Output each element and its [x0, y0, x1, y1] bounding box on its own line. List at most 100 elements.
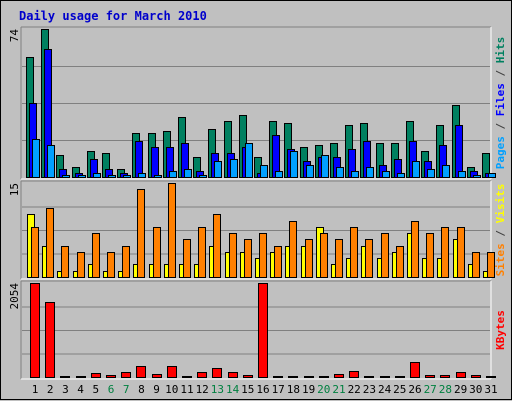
kbytes-bar [76, 376, 86, 378]
kbytes-bar [45, 302, 55, 378]
pages-bar [351, 171, 359, 178]
x-tick-label: 26 [408, 383, 421, 396]
kbytes-bar [471, 375, 481, 378]
pages-bar [488, 173, 496, 178]
sites-bar [289, 221, 297, 278]
x-tick-label: 21 [332, 383, 345, 396]
x-tick-label: 2 [47, 383, 54, 396]
x-tick-label: 14 [226, 383, 240, 396]
x-tick-label: 16 [256, 383, 269, 396]
kbytes-bar [456, 372, 466, 378]
pages-bar [32, 139, 40, 178]
pages-bar [397, 173, 405, 178]
sites-bar [183, 239, 191, 278]
kbytes-bar [334, 374, 344, 378]
sites-bar [244, 239, 252, 278]
y-axis-label-part: KBytes [494, 310, 507, 350]
x-tick-label: 18 [287, 383, 300, 396]
x-tick-label: 20 [317, 383, 330, 396]
sites-bar [46, 208, 54, 278]
x-tick-label: 29 [454, 383, 467, 396]
sites-bar [61, 246, 69, 278]
y-axis-label-part: Files [494, 83, 507, 116]
files-bar [455, 125, 463, 178]
x-tick-label: 4 [77, 383, 84, 396]
sites-bar [365, 239, 373, 278]
x-tick-label: 13 [211, 383, 224, 396]
y-axis-label-part: / [494, 63, 507, 83]
pages-bar [154, 175, 162, 178]
kbytes-bar [364, 376, 374, 378]
pages-bar [138, 173, 146, 178]
x-tick-label: 23 [363, 383, 376, 396]
pages-bar [47, 145, 55, 178]
x-tick-label: 19 [302, 383, 315, 396]
sites-bar [487, 252, 495, 278]
sites-bar [381, 233, 389, 278]
x-tick-label: 15 [241, 383, 254, 396]
sites-bar [92, 233, 100, 278]
kbytes-bar [91, 373, 101, 378]
y-axis-max-label: 74 [8, 29, 21, 43]
sites-bar [31, 227, 39, 278]
sites-bar [168, 183, 176, 278]
sites-bar [441, 227, 449, 278]
kbytes-bar [410, 362, 420, 378]
x-tick-label: 7 [123, 383, 130, 396]
y-axis-label-part: Visits [494, 184, 507, 224]
kbytes-bar [106, 375, 116, 378]
sites-bar [107, 252, 115, 278]
sites-bar [153, 227, 161, 278]
kbytes-bar [121, 372, 131, 378]
kbytes-bar [304, 376, 314, 378]
pages-bar [306, 165, 314, 178]
pages-bar [199, 175, 207, 178]
sites-bar [472, 252, 480, 278]
x-tick-label: 10 [165, 383, 178, 396]
sites-bar [426, 233, 434, 278]
sites-bar [259, 233, 267, 278]
pages-bar [382, 171, 390, 178]
kbytes-bar [197, 372, 207, 378]
kbytes-bar [30, 283, 40, 378]
x-tick-label: 12 [196, 383, 209, 396]
sites-bar [335, 239, 343, 278]
y-axis-label: KBytes [494, 310, 507, 350]
y-axis-max-label: 2054 [8, 283, 21, 310]
sites-bar [457, 227, 465, 278]
pages-bar [214, 161, 222, 178]
pages-bar [184, 169, 192, 178]
pages-bar [93, 173, 101, 178]
kbytes-bar [136, 366, 146, 378]
pages-bar [336, 167, 344, 178]
x-tick-label: 28 [439, 383, 452, 396]
pages-bar [230, 159, 238, 178]
y-axis-max-label: 15 [8, 183, 21, 196]
kbytes-bar [288, 376, 298, 378]
pages-bar [245, 143, 253, 178]
x-tick-label: 27 [424, 383, 437, 396]
sites-bar [305, 239, 313, 278]
sites-bar [122, 246, 130, 278]
pages-bar [169, 171, 177, 178]
kbytes-bar [60, 376, 70, 378]
pages-bar [275, 171, 283, 178]
chart-title: Daily usage for March 2010 [19, 9, 207, 23]
kbytes-bar [273, 376, 283, 378]
sites-bar [198, 227, 206, 278]
kbytes-bar [258, 283, 268, 378]
x-tick-label: 5 [92, 383, 99, 396]
y-axis-label-part: Pages [494, 136, 507, 169]
pages-bar [366, 167, 374, 178]
kbytes-bar [319, 376, 329, 378]
files-bar [135, 141, 143, 178]
kbytes-bar [380, 376, 390, 378]
kbytes-bar [395, 376, 405, 378]
x-tick-label: 31 [484, 383, 497, 396]
pages-bar [78, 175, 86, 178]
y-axis-label-part: / [494, 223, 507, 243]
pages-bar [442, 165, 450, 178]
kbytes-bar [212, 368, 222, 378]
kbytes-bar [182, 376, 192, 378]
kbytes-bar [152, 374, 162, 378]
